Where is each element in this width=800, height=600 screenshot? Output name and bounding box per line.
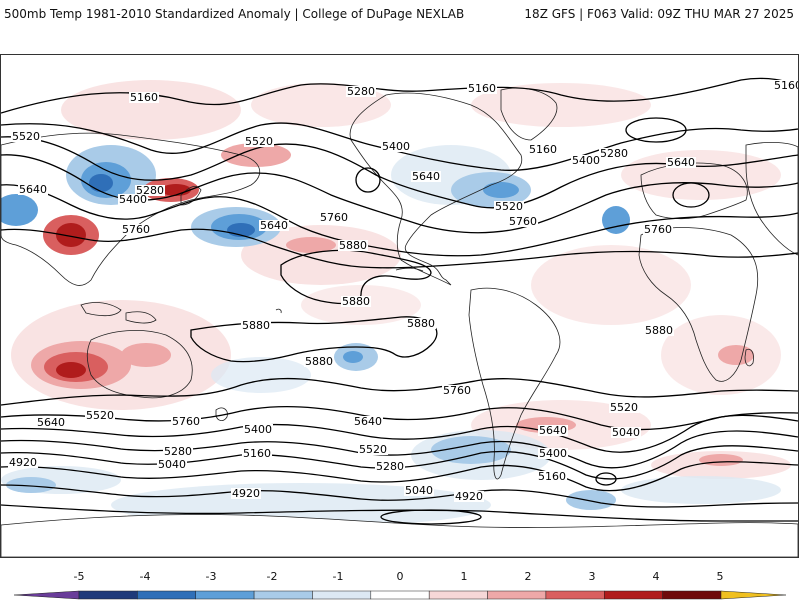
contour-label: 5400 bbox=[571, 154, 601, 167]
colorbar-tick: 4 bbox=[652, 570, 660, 583]
contour-label: 5160 bbox=[467, 82, 497, 95]
colorbar-segment bbox=[487, 590, 547, 600]
contour-label: 5760 bbox=[121, 223, 151, 236]
contour-label: 5520 bbox=[85, 409, 115, 422]
contour-label: 5400 bbox=[381, 140, 411, 153]
contour-label: 5640 bbox=[666, 156, 696, 169]
colorbar: -5 -4 -3 -2 -1 0 1 2 3 4 5 bbox=[0, 570, 800, 600]
contour-label: 5280 bbox=[135, 184, 165, 197]
contour-label: 5520 bbox=[494, 200, 524, 213]
colorbar-segment bbox=[662, 590, 722, 600]
map-title: 500mb Temp 1981-2010 Standardized Anomal… bbox=[4, 7, 465, 21]
contour-label: 5160 bbox=[129, 91, 159, 104]
colorbar-low-extension bbox=[13, 590, 80, 600]
contour-label: 5640 bbox=[18, 183, 48, 196]
colorbar-tick: -4 bbox=[139, 570, 151, 583]
contour-label: 5760 bbox=[319, 211, 349, 224]
contour-label: 5880 bbox=[304, 355, 334, 368]
contour-label: 5520 bbox=[609, 401, 639, 414]
contour-label: 4920 bbox=[454, 490, 484, 503]
colorbar-tick: 1 bbox=[460, 570, 468, 583]
colorbar-strip bbox=[13, 590, 787, 600]
contour-label: 5880 bbox=[406, 317, 436, 330]
contour-label: 5160 bbox=[528, 143, 558, 156]
contour-label: 5520 bbox=[11, 130, 41, 143]
contour-label: 5280 bbox=[375, 460, 405, 473]
contour-label: 5280 bbox=[346, 85, 376, 98]
contour-label: 5280 bbox=[599, 147, 629, 160]
colorbar-segment bbox=[195, 590, 255, 600]
contour-label: 5520 bbox=[244, 135, 274, 148]
colorbar-segment bbox=[370, 590, 430, 600]
colorbar-segment bbox=[78, 590, 138, 600]
contour-label: 5880 bbox=[241, 319, 271, 332]
colorbar-segment bbox=[312, 590, 372, 600]
contour-label: 5640 bbox=[259, 219, 289, 232]
colorbar-tick: -1 bbox=[332, 570, 344, 583]
anomaly-map bbox=[1, 55, 798, 557]
contour-label: 5400 bbox=[538, 447, 568, 460]
colorbar-segment bbox=[545, 590, 605, 600]
colorbar-tick: 0 bbox=[396, 570, 404, 583]
model-run-info: 18Z GFS | F063 Valid: 09Z THU MAR 27 202… bbox=[524, 7, 794, 21]
contour-label: 5880 bbox=[644, 324, 674, 337]
colorbar-segment bbox=[253, 590, 313, 600]
contour-label: 5640 bbox=[538, 424, 568, 437]
contour-label: 5760 bbox=[442, 384, 472, 397]
contour-label: 5640 bbox=[353, 415, 383, 428]
colorbar-high-extension bbox=[720, 590, 787, 600]
contour-label: 5880 bbox=[341, 295, 371, 308]
coastlines bbox=[1, 87, 798, 557]
contour-label: 5640 bbox=[411, 170, 441, 183]
contour-label: 5280 bbox=[163, 445, 193, 458]
colorbar-tick: -2 bbox=[266, 570, 278, 583]
contour-label: 4920 bbox=[231, 487, 261, 500]
colorbar-segment bbox=[604, 590, 663, 600]
contour-label: 5520 bbox=[358, 443, 388, 456]
contour-label: 5880 bbox=[338, 239, 368, 252]
contour-label: 5160 bbox=[773, 80, 798, 91]
contour-label: 5760 bbox=[171, 415, 201, 428]
contour-label: 5040 bbox=[157, 458, 187, 471]
contour-label: 5760 bbox=[643, 223, 673, 236]
colorbar-tick: -3 bbox=[205, 570, 217, 583]
map-panel: 5160 5280 5160 5160 5520 5520 5400 5160 … bbox=[0, 54, 799, 558]
colorbar-tick: 5 bbox=[716, 570, 724, 583]
contour-label: 5760 bbox=[508, 215, 538, 228]
colorbar-tick: 3 bbox=[588, 570, 596, 583]
colorbar-segment bbox=[137, 590, 196, 600]
colorbar-tick: 2 bbox=[524, 570, 532, 583]
colorbar-segment bbox=[428, 590, 488, 600]
contour-label: 5160 bbox=[242, 447, 272, 460]
contour-label: 5640 bbox=[36, 416, 66, 429]
colorbar-tick: -5 bbox=[73, 570, 85, 583]
contour-label: 4920 bbox=[8, 456, 38, 469]
contour-label: 5160 bbox=[537, 470, 567, 483]
contour-label: 5400 bbox=[243, 423, 273, 436]
contour-label: 5400 bbox=[118, 193, 148, 206]
height-contours bbox=[1, 77, 798, 525]
contour-label: 5040 bbox=[404, 484, 434, 497]
contour-label: 5040 bbox=[611, 426, 641, 439]
